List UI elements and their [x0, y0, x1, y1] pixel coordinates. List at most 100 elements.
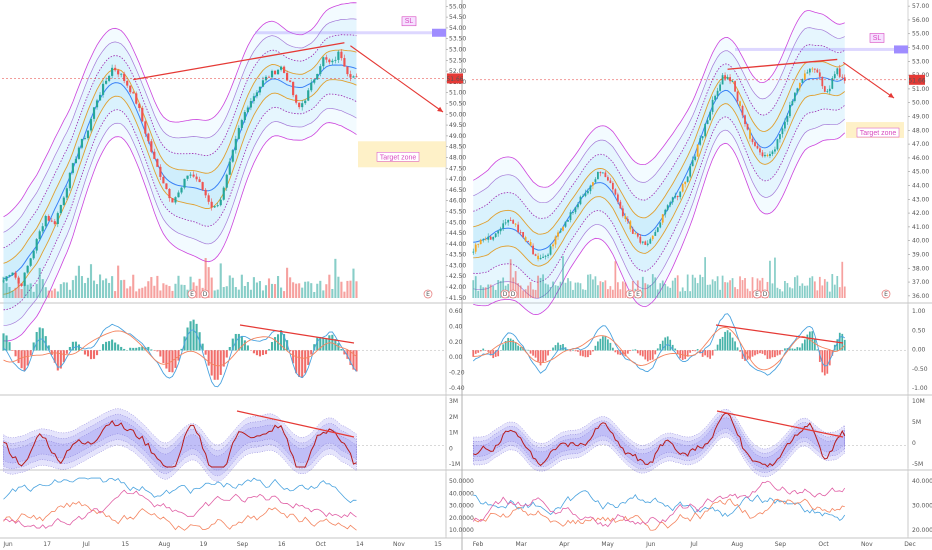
candle-body	[340, 51, 343, 59]
macd-histogram-bar	[482, 348, 485, 351]
panel-right: 57.0056.0055.0054.0053.0052.0051.0050.00…	[472, 0, 932, 548]
volume-bar	[729, 280, 731, 298]
macd-histogram-bar	[631, 349, 634, 351]
candle-body	[656, 227, 659, 232]
macd-histogram-bar	[295, 350, 298, 374]
candle-body	[646, 243, 649, 245]
macd-divergence-line	[239, 324, 355, 344]
volume-bar	[258, 281, 262, 298]
candle-body	[95, 100, 99, 108]
candle-body	[597, 171, 599, 180]
volume-bar	[50, 290, 53, 298]
candle-body	[522, 232, 525, 238]
keltner-band-line	[3, 64, 357, 280]
candle-body	[168, 189, 171, 199]
candle-body	[798, 82, 801, 89]
volume-bar	[539, 277, 542, 298]
volume-bar	[2, 276, 5, 298]
volume-bar	[686, 274, 689, 298]
volume-bar	[246, 281, 249, 298]
candle-body	[574, 207, 577, 213]
keltner-band-fill	[473, 27, 845, 299]
macd-histogram-bar	[609, 342, 612, 351]
macd-histogram-bar	[754, 350, 756, 356]
volume-bar	[646, 284, 649, 298]
volume-bar	[509, 259, 512, 298]
keltner-band-line	[3, 93, 357, 311]
macd-histogram-bar	[659, 343, 662, 351]
candle-body	[572, 212, 574, 213]
candle-body	[636, 233, 639, 237]
candle-body	[791, 100, 794, 105]
y-tick-label: 51.00	[912, 86, 929, 93]
macd-histogram-bar	[711, 350, 714, 356]
osc-line	[473, 412, 846, 468]
candle-body	[270, 70, 274, 78]
macd-histogram-bar	[53, 350, 56, 363]
candle-body	[779, 134, 781, 140]
candle-body	[786, 116, 789, 122]
candle-body	[334, 59, 337, 61]
macd-histogram-bar	[716, 344, 719, 351]
osc-band	[473, 413, 845, 473]
volume-bar	[494, 289, 497, 298]
candle-body	[759, 148, 761, 153]
keltner-band-line	[473, 61, 845, 235]
macd-histogram-bar	[264, 350, 268, 355]
volume-bar	[597, 285, 599, 298]
candle-body	[174, 197, 177, 203]
volume-bar	[833, 284, 836, 298]
volume-bar	[319, 280, 322, 298]
y-tick-label: 57.00	[912, 3, 929, 10]
macd-histogram-bar	[168, 350, 171, 373]
candle-body	[8, 275, 11, 277]
y-tick-label: 36.00	[912, 293, 929, 300]
candle-body	[44, 216, 47, 227]
macd-fast-line	[472, 313, 846, 376]
volume-bar	[222, 287, 225, 298]
volume-bar	[53, 288, 56, 298]
y-tick-label: 50.00	[449, 111, 466, 118]
candle-body	[32, 250, 35, 259]
candle-body	[213, 206, 216, 208]
volume-bar	[514, 271, 517, 298]
volume-bar	[557, 285, 559, 298]
macd-histogram-bar	[519, 347, 522, 351]
macd-histogram-bar	[612, 347, 614, 351]
volume-bar	[141, 287, 144, 298]
candle-body	[592, 182, 594, 186]
candle-body	[80, 138, 84, 148]
candle-body	[479, 239, 482, 245]
x-tick-label: Jun	[645, 541, 656, 548]
candle-body	[29, 258, 32, 266]
candle-body	[684, 181, 687, 185]
macd-histogram-bar	[656, 348, 659, 351]
volume-bar	[779, 289, 781, 298]
macd-histogram-bar	[222, 350, 225, 367]
osc-band	[3, 408, 357, 482]
macd-histogram-bar	[156, 350, 159, 352]
volume-bar	[582, 289, 584, 298]
macd-histogram-bar	[180, 348, 183, 351]
volume-bar	[132, 274, 135, 298]
volume-bar	[803, 285, 806, 298]
macd-histogram-bar	[724, 331, 726, 351]
macd-histogram-bar	[479, 350, 482, 352]
volume-bar	[499, 280, 502, 298]
candle-body	[343, 58, 346, 67]
macd-histogram-bar	[584, 350, 587, 358]
volume-bar	[821, 285, 824, 298]
volume-bar	[328, 274, 331, 298]
macd-histogram-bar	[616, 350, 619, 355]
candle-body	[529, 242, 532, 246]
candle-body	[719, 84, 721, 91]
y-tick-label: 55.00	[449, 3, 466, 10]
y-tick-label: 38.00	[912, 265, 929, 272]
macd-histogram-bar	[823, 350, 826, 376]
candle-body	[616, 194, 619, 202]
volume-bar	[696, 283, 699, 298]
keltner-band-line	[473, 44, 845, 219]
volume-bar	[709, 284, 711, 298]
candle-body	[704, 124, 707, 137]
event-marker-icon	[633, 289, 643, 299]
